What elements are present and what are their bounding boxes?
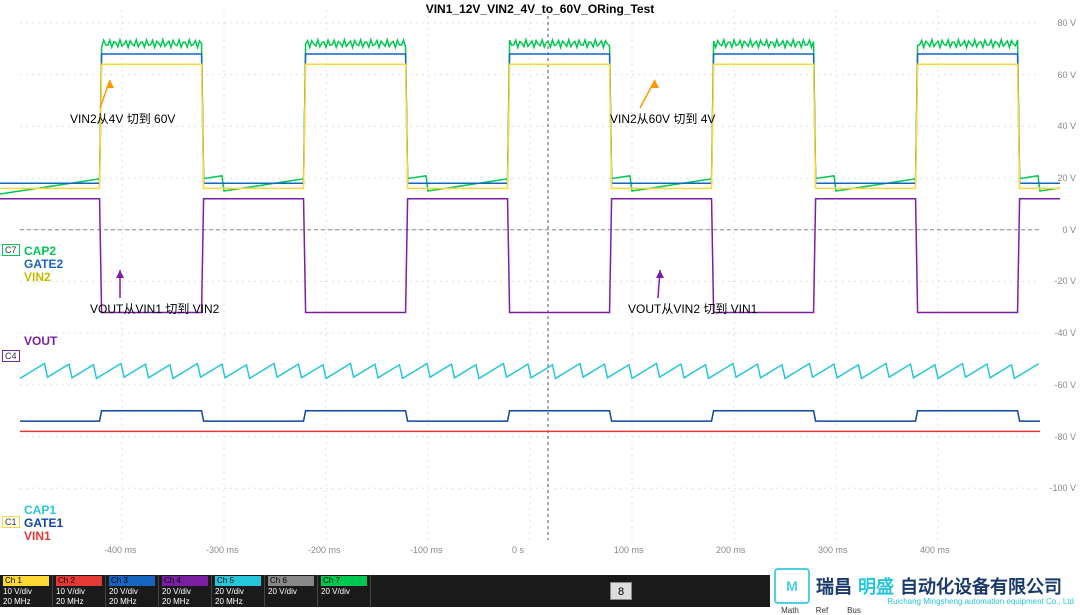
y-tick: 40 V <box>1057 121 1076 131</box>
signal-label: VIN2 <box>24 270 51 284</box>
logo-cn-accent: 明盛 <box>858 577 894 597</box>
x-tick: -100 ms <box>410 545 443 555</box>
channel-badge: C1 <box>2 516 20 528</box>
x-tick: 300 ms <box>818 545 848 555</box>
logo-area: M 瑞昌明盛自动化设备有限公司 Ruichang Mingsheng autom… <box>770 565 1080 607</box>
channel-badge: C4 <box>2 350 20 362</box>
y-tick: 20 V <box>1057 173 1076 183</box>
oscilloscope-plot <box>0 0 1060 560</box>
annotation: VIN2从4V 切到 60V <box>70 110 175 127</box>
logo-cn-prefix: 瑞昌 <box>816 577 852 597</box>
y-tick: -80 V <box>1054 432 1076 442</box>
x-tick: -200 ms <box>308 545 341 555</box>
annotation: VOUT从VIN1 切到 VIN2 <box>90 300 219 317</box>
signal-label: CAP2 <box>24 244 56 258</box>
x-tick: -400 ms <box>104 545 137 555</box>
channel-button[interactable]: Ch 520 V/div20 MHz <box>212 575 265 607</box>
divs-indicator: 8 <box>610 582 632 600</box>
x-tick: 0 s <box>512 545 524 555</box>
y-tick: -100 V <box>1049 483 1076 493</box>
signal-label: CAP1 <box>24 503 56 517</box>
signal-label: VIN1 <box>24 529 51 543</box>
signal-label: VOUT <box>24 334 57 348</box>
channel-button[interactable]: Ch 620 V/div <box>265 575 318 607</box>
x-tick: 200 ms <box>716 545 746 555</box>
channel-badge: C7 <box>2 244 20 256</box>
logo-icon: M <box>774 568 810 604</box>
channel-button[interactable]: Ch 720 V/div <box>318 575 371 607</box>
x-tick: -300 ms <box>206 545 239 555</box>
annotation: VIN2从60V 切到 4V <box>610 110 715 127</box>
y-tick: 0 V <box>1062 225 1076 235</box>
y-tick: -20 V <box>1054 276 1076 286</box>
x-tick: 400 ms <box>920 545 950 555</box>
signal-label: GATE2 <box>24 257 63 271</box>
signal-label: GATE1 <box>24 516 63 530</box>
annotation: VOUT从VIN2 切到 VIN1 <box>628 300 757 317</box>
logo-en: Ruichang Mingsheng automation equipment … <box>887 597 1074 606</box>
y-tick: 80 V <box>1057 18 1076 28</box>
channel-button[interactable]: Ch 110 V/div20 MHz <box>0 575 53 607</box>
channel-button[interactable]: Ch 420 V/div20 MHz <box>159 575 212 607</box>
y-tick: 60 V <box>1057 70 1076 80</box>
y-tick: -40 V <box>1054 328 1076 338</box>
x-tick: 100 ms <box>614 545 644 555</box>
channel-button[interactable]: Ch 210 V/div20 MHz <box>53 575 106 607</box>
channel-button[interactable]: Ch 320 V/div20 MHz <box>106 575 159 607</box>
y-tick: -60 V <box>1054 380 1076 390</box>
logo-cn-suffix: 自动化设备有限公司 <box>900 577 1062 597</box>
